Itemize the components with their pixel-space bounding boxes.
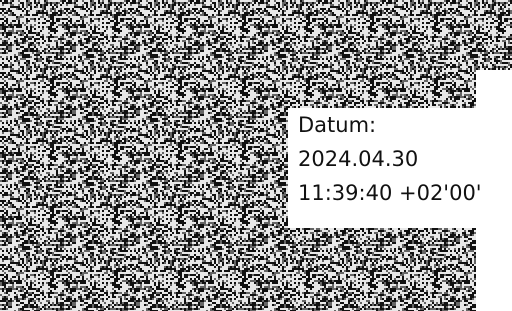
date-value: 2024.04.30 (298, 147, 418, 171)
time-value: 11:39:40 +02'00' (298, 181, 482, 205)
scan-noise-top (476, 0, 512, 70)
signature-image: Datum: 2024.04.30 11:39:40 +02'00' (0, 0, 512, 311)
page: Datum: 2024.04.30 11:39:40 +02'00' (() =… (0, 0, 512, 311)
date-label: Datum: (298, 113, 376, 137)
